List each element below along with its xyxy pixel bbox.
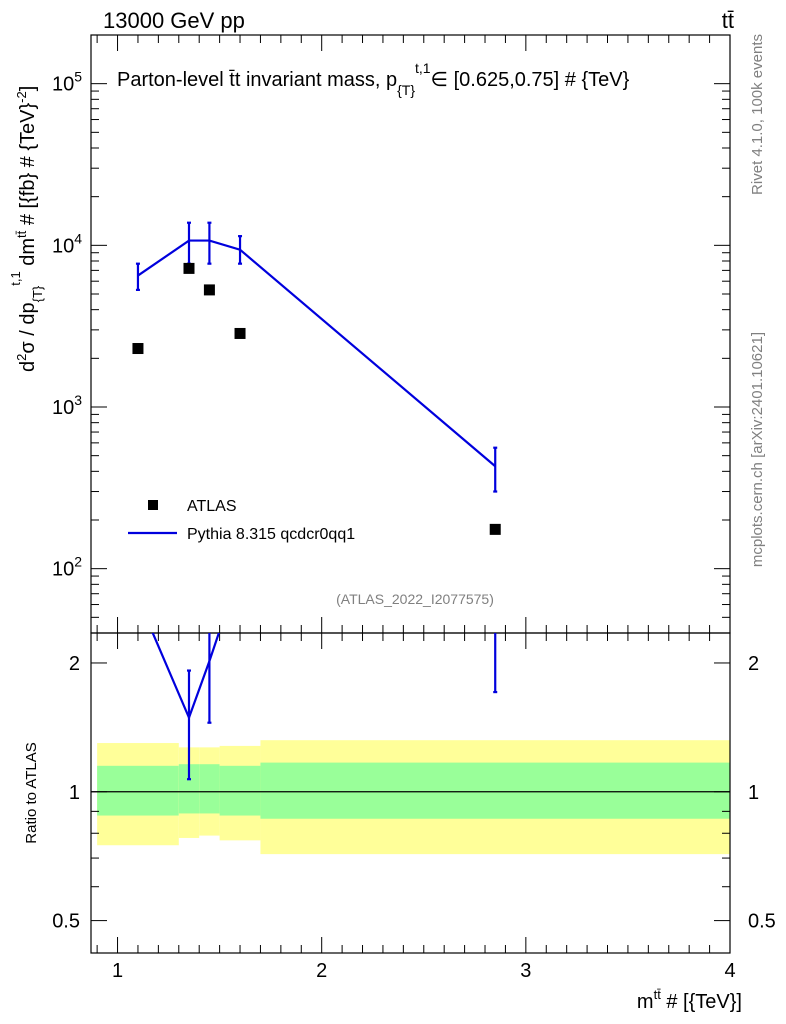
ratio-y-tick-labels: 0.5 0.5 1 1 2 2 bbox=[52, 653, 776, 933]
ratio-tick-label-left: 2 bbox=[69, 653, 80, 675]
main-series-layer bbox=[132, 221, 501, 535]
legend: ATLAS Pythia 8.315 qcdcr0qq1 bbox=[128, 498, 355, 543]
ratio-tick-label-right: 1 bbox=[748, 782, 759, 804]
ratio-plot-frame bbox=[90, 632, 731, 954]
atlas-data-point bbox=[203, 284, 215, 296]
pythia-line bbox=[137, 239, 496, 468]
y-tick-labels: 102 103 104 105 bbox=[52, 69, 82, 581]
ratio-y-axis-label: Ratio to ATLAS bbox=[23, 742, 40, 843]
y-tick-label: 102 bbox=[52, 554, 82, 581]
y-axis-label: d2σ / dp{T}t,1 dmtt̄ # [{fb} # {TeV}-2] bbox=[8, 86, 45, 372]
ratio-inner-band bbox=[219, 765, 261, 816]
energy-label: 13000 GeV pp bbox=[103, 8, 245, 33]
y-tick-label: 105 bbox=[52, 69, 82, 96]
axis-ticks bbox=[91, 34, 730, 953]
atlas-data-point bbox=[132, 343, 144, 355]
ratio-inner-band bbox=[260, 762, 730, 819]
plot-title: Parton-level t̄t invariant mass, p{T}t,1… bbox=[117, 60, 630, 98]
legend-marker-atlas bbox=[148, 500, 158, 510]
ratio-tick-label-right: 2 bbox=[748, 653, 759, 675]
ratio-uncertainty-bands bbox=[91, 740, 730, 855]
atlas-data-point bbox=[489, 523, 501, 535]
ratio-tick-label-left: 1 bbox=[69, 782, 80, 804]
ratio-tick-label-right: 0.5 bbox=[748, 911, 776, 933]
x-tick-labels: 1 2 3 4 bbox=[112, 960, 736, 982]
ratio-inner-band bbox=[199, 764, 220, 814]
legend-label-atlas: ATLAS bbox=[187, 498, 237, 515]
y-tick-label: 103 bbox=[52, 392, 82, 419]
atlas-data-point bbox=[183, 262, 195, 274]
y-tick-label: 104 bbox=[52, 230, 82, 257]
x-axis-label: mtt̄ # [{TeV}] bbox=[637, 987, 742, 1013]
process-label: tt̄ bbox=[722, 8, 734, 33]
legend-label-pythia: Pythia 8.315 qcdcr0qq1 bbox=[187, 526, 355, 543]
ratio-inner-band bbox=[178, 764, 200, 814]
analysis-id-label: (ATLAS_2022_I2077575) bbox=[336, 591, 494, 607]
x-tick-label: 1 bbox=[112, 960, 123, 982]
x-tick-label: 2 bbox=[316, 960, 327, 982]
rivet-version-label: Rivet 4.1.0, 100k events bbox=[749, 34, 766, 195]
atlas-data-point bbox=[234, 327, 246, 339]
ratio-inner-band bbox=[97, 765, 179, 816]
mcplots-label: mcplots.cern.ch [arXiv:2401.10621] bbox=[749, 332, 766, 567]
ratio-tick-label-left: 0.5 bbox=[52, 911, 80, 933]
ratio-series-layer bbox=[151, 633, 498, 781]
x-tick-label: 3 bbox=[520, 960, 531, 982]
main-plot-frame bbox=[90, 34, 731, 634]
x-tick-label: 4 bbox=[724, 960, 735, 982]
